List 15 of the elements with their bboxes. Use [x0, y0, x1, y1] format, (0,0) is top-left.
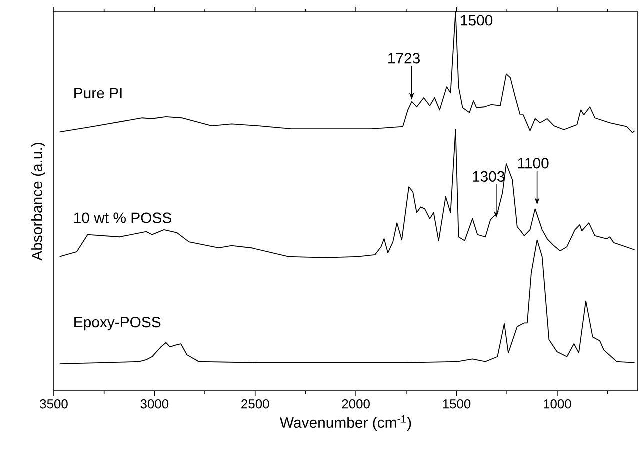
- series-label: 10 wt % POSS: [74, 212, 172, 224]
- annotation: 1723: [388, 53, 420, 64]
- annotation: 1500: [461, 15, 493, 26]
- x-axis-title: Wavenumber (cm$^{-1}$): [280, 416, 412, 432]
- series-label: Pure PI: [74, 88, 122, 99]
- x-tick-label: 2000: [342, 400, 370, 409]
- annotation: 1100: [518, 158, 549, 169]
- annotation: 1303: [473, 171, 505, 182]
- x-tick-label: 1000: [544, 400, 572, 409]
- y-axis-title: Absorbance (a.u.): [32, 143, 46, 261]
- x-tick-label: 3000: [140, 400, 169, 409]
- x-tick-label: 2500: [242, 400, 270, 409]
- x-tick-label: 3500: [40, 400, 68, 409]
- x-tick-label: 1500: [443, 400, 471, 409]
- series-label: Epoxy-POSS: [74, 317, 161, 331]
